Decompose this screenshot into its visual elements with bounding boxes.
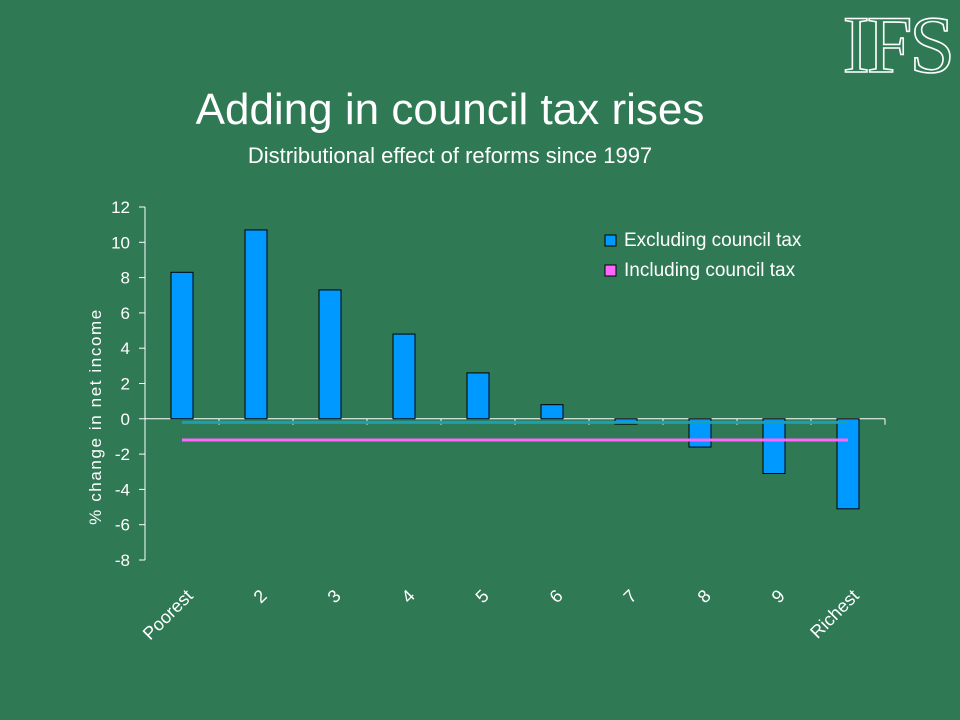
y-tick-label: 12 bbox=[111, 198, 130, 217]
bar-9 bbox=[762, 418, 786, 475]
y-tick-label: -4 bbox=[115, 480, 130, 499]
legend-label: Excluding council tax bbox=[624, 230, 802, 251]
y-tick-label: 8 bbox=[121, 269, 130, 288]
y-tick-label: -6 bbox=[115, 516, 130, 535]
legend-swatch bbox=[604, 264, 617, 277]
legend-swatch bbox=[604, 234, 617, 247]
x-tick-label: 3 bbox=[324, 586, 345, 607]
y-tick-label: 10 bbox=[111, 233, 130, 252]
bar-3 bbox=[318, 289, 342, 420]
x-tick-label: 8 bbox=[694, 586, 715, 607]
y-axis-title: % change in net income bbox=[86, 308, 105, 525]
x-tick-label: Richest bbox=[806, 586, 863, 643]
bar-richest bbox=[836, 418, 860, 510]
bar-5 bbox=[466, 372, 490, 420]
y-tick-label: -2 bbox=[115, 445, 130, 464]
x-tick-label: 2 bbox=[250, 586, 271, 607]
x-tick-label: 4 bbox=[398, 586, 419, 607]
x-tick-label: 9 bbox=[768, 586, 789, 607]
y-tick-label: 0 bbox=[121, 410, 130, 429]
y-tick-label: 4 bbox=[121, 339, 130, 358]
x-tick-label: Poorest bbox=[139, 586, 197, 644]
ifs-logo: IFS bbox=[842, 0, 956, 90]
x-tick-label: 5 bbox=[472, 586, 493, 607]
y-tick-label: -8 bbox=[115, 551, 130, 570]
x-tick-label: 6 bbox=[546, 586, 567, 607]
bar-4 bbox=[392, 333, 416, 420]
x-tick-label: 7 bbox=[620, 586, 641, 607]
chart-subtitle: Distributional effect of reforms since 1… bbox=[247, 143, 653, 168]
y-tick-label: 2 bbox=[121, 375, 130, 394]
bar-poorest bbox=[170, 271, 194, 420]
bar-2 bbox=[244, 229, 268, 420]
y-tick-label: 6 bbox=[121, 304, 130, 323]
chart-title: Adding in council tax rises bbox=[195, 85, 705, 134]
legend-label: Including council tax bbox=[624, 260, 796, 281]
bar-6 bbox=[540, 404, 564, 420]
